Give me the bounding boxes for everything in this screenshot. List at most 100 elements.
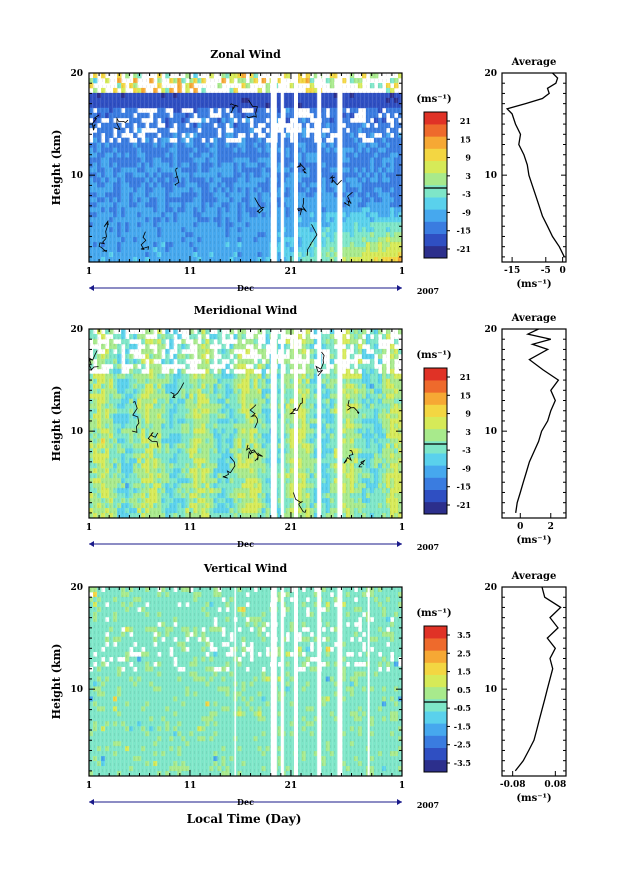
colorbar-tick-label: 3.5 [457, 630, 471, 640]
profile-x-tick-label: -15 [504, 266, 520, 276]
profile-frame [501, 586, 567, 777]
data-gap [367, 587, 370, 776]
plot-frame [88, 328, 403, 519]
profile-y-tick-label: 10 [484, 685, 497, 695]
colorbar-tick-label: 15 [460, 134, 471, 144]
x-tick-label: 1 [86, 523, 92, 533]
data-gap [337, 73, 343, 262]
heatmap-field [89, 73, 403, 263]
colorbar-step [424, 723, 447, 736]
plot-frame [88, 72, 403, 263]
month-arrow-left [89, 799, 94, 805]
y-axis-label: Height (km) [50, 130, 63, 206]
profile-y-tick-label: 20 [484, 583, 497, 593]
y-tick-label: 10 [70, 685, 83, 695]
x-tick-label: 1 [86, 781, 92, 791]
colorbar-tick-label: 9 [465, 153, 471, 163]
heatmap-field [89, 587, 403, 777]
data-gap [270, 587, 277, 776]
colorbar-step [424, 686, 447, 700]
colorbar-tick-label: 21 [460, 116, 471, 126]
colorbar-step [424, 124, 447, 137]
colorbar-step [424, 112, 447, 125]
colorbar-step [424, 416, 447, 430]
colorbar-step [424, 392, 447, 405]
x-tick-label: 1 [399, 781, 405, 791]
colorbar-unit: (ms⁻¹) [416, 608, 451, 619]
profile-x-tick-label: 2 [548, 522, 554, 532]
colorbar-step [424, 221, 447, 234]
month-label: Dec [237, 797, 254, 807]
profile-panel: Average 20 10 -15 -5 0 (ms⁻¹) [484, 57, 567, 290]
month-arrow-right [397, 541, 402, 547]
colorbar-step [424, 465, 447, 478]
colorbar-step [424, 662, 447, 675]
colorbar-step [424, 699, 447, 712]
x-ticks [88, 329, 403, 518]
year-label: 2007 [417, 286, 439, 296]
colorbar-tick-label: 1.5 [457, 667, 471, 677]
colorbar: 21 15 9 3 -3 -9 -15 -21 [423, 367, 471, 515]
colorbar-tick-label: -21 [457, 244, 471, 254]
colorbar-tick-label: -21 [457, 500, 471, 510]
x-axis-label: Local Time (Day) [187, 812, 302, 826]
x-tick-label: 11 [184, 781, 197, 791]
colorbar-tick-label: -15 [457, 226, 471, 236]
heatmap-field [89, 329, 403, 519]
profile-line [514, 586, 562, 772]
colorbar: 21 15 9 3 -3 -9 -15 -21 [423, 111, 471, 259]
data-gap [293, 73, 299, 262]
y-ticks [89, 72, 402, 258]
colorbar-step [424, 428, 447, 442]
x-tick-label: 1 [86, 267, 92, 277]
colorbar-step [424, 197, 447, 210]
x-tick-label: 21 [285, 267, 298, 277]
month-arrow-left [89, 541, 94, 547]
colorbar-unit: (ms⁻¹) [416, 350, 451, 361]
data-gap [317, 329, 322, 518]
colorbar-step [424, 441, 447, 454]
profile-y-tick-label: 10 [484, 171, 497, 181]
colorbar-step [424, 626, 447, 639]
panel-title: Meridional Wind [194, 304, 298, 317]
colorbar-tick-label: 3 [465, 427, 471, 437]
colorbar-step [424, 489, 447, 503]
month-label: Dec [237, 539, 254, 549]
profile-x-tick-label: 0 [559, 266, 565, 276]
profile-y-tick-label: 20 [484, 69, 497, 79]
y-ticks [89, 328, 402, 514]
colorbar-frame [423, 625, 448, 773]
colorbar-step [424, 209, 447, 222]
data-gap [337, 587, 343, 776]
y-ticks [89, 586, 402, 772]
profile-frame [501, 72, 567, 263]
data-gap [280, 329, 284, 518]
colorbar-step [424, 148, 447, 161]
data-gap [317, 587, 322, 776]
colorbar-step [424, 380, 447, 393]
colorbar-step [424, 747, 447, 761]
colorbar-step [424, 185, 447, 198]
colorbar-tick-label: -1.5 [454, 721, 471, 731]
data-gap [293, 587, 299, 776]
colorbar-tick-label: -3.5 [454, 758, 471, 768]
panel-title: Vertical Wind [203, 562, 288, 575]
colorbar-frame [423, 111, 448, 259]
colorbar-step [424, 674, 447, 688]
colorbar-step [424, 160, 447, 174]
year-label: 2007 [417, 542, 439, 552]
colorbar: 3.5 2.5 1.5 0.5 -0.5 -1.5 -2.5 -3.5 [423, 625, 471, 773]
colorbar-unit: (ms⁻¹) [416, 94, 451, 105]
x-tick-label: 21 [285, 781, 298, 791]
profile-frame [501, 328, 567, 519]
profile-title: Average [511, 57, 557, 68]
colorbar-tick-label: -3 [462, 445, 471, 455]
data-gap [293, 329, 299, 518]
month-arrow-right [397, 285, 402, 291]
colorbar-tick-label: 3 [465, 171, 471, 181]
colorbar-step [424, 477, 447, 490]
colorbar-step [424, 711, 447, 724]
x-tick-label: 21 [285, 523, 298, 533]
profile-x-tick-label: -5 [541, 266, 551, 276]
